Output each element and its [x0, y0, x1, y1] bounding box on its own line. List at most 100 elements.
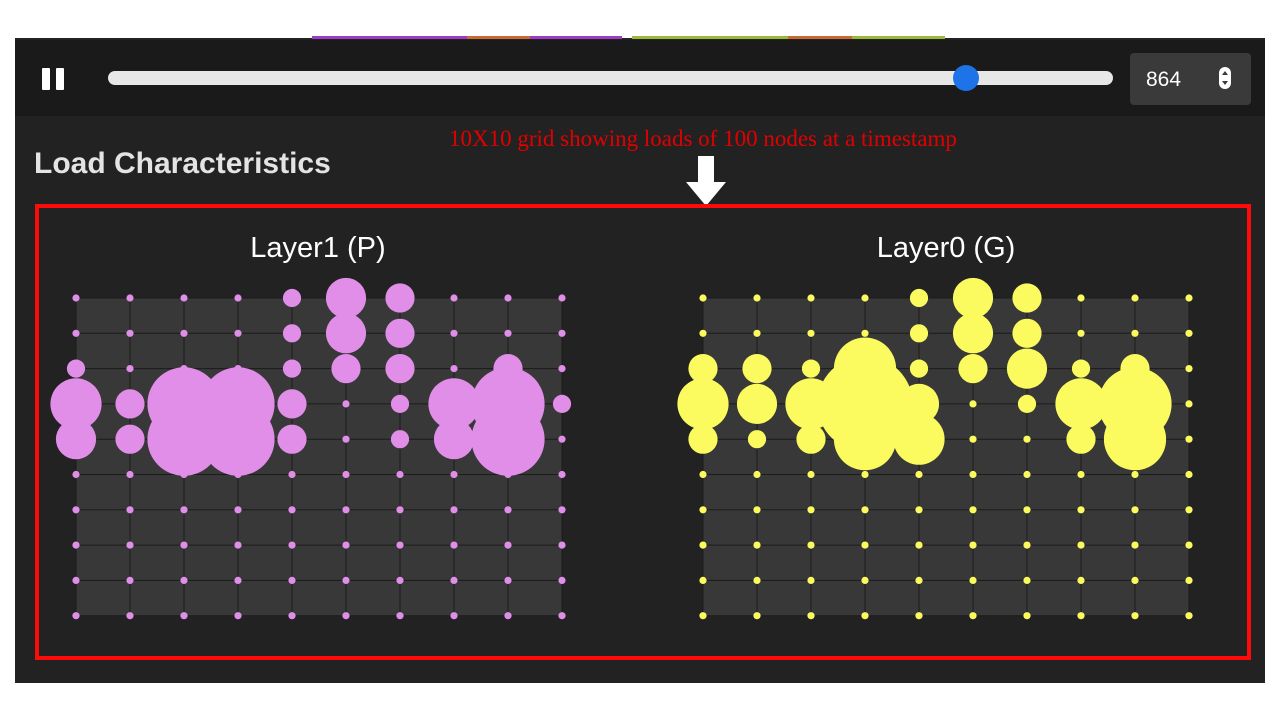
node-load-circle [66, 359, 86, 378]
node-load-circle [72, 470, 80, 479]
node-load-circle [969, 541, 977, 549]
node-load-circle [893, 413, 945, 465]
node-load-circle [861, 541, 869, 549]
node-load-circle [688, 424, 718, 454]
node-load-circle [1023, 576, 1031, 585]
node-load-circle [1185, 470, 1193, 479]
node-load-circle [385, 283, 415, 313]
tab-strip-right-a [632, 36, 788, 39]
node-load-circle [450, 612, 458, 620]
node-load-circle [1131, 612, 1139, 620]
node-load-circle [385, 354, 415, 384]
node-load-circle [796, 424, 826, 454]
node-load-circle [147, 402, 221, 476]
node-load-circle [742, 354, 772, 384]
node-load-circle [234, 506, 242, 514]
node-load-circle [504, 576, 512, 585]
node-load-circle [969, 506, 977, 514]
node-load-circle [1103, 408, 1167, 471]
node-load-circle [234, 329, 242, 337]
node-load-circle [331, 354, 361, 384]
node-load-circle [1185, 506, 1193, 514]
node-load-circle [1066, 424, 1096, 454]
node-load-circle [753, 506, 761, 514]
node-load-circle [126, 329, 134, 337]
node-load-circle [126, 294, 134, 302]
node-load-circle [234, 470, 242, 479]
node-load-circle [282, 288, 302, 308]
node-load-circle [1012, 318, 1042, 348]
node-load-circle [180, 329, 188, 337]
node-load-circle [558, 612, 566, 620]
node-load-circle [807, 541, 815, 549]
node-load-circle [504, 612, 512, 620]
node-load-circle [126, 365, 134, 373]
pause-icon-bar [56, 68, 64, 90]
node-load-circle [747, 430, 767, 449]
node-load-circle [396, 576, 404, 585]
tab-strip-left-a [312, 36, 467, 39]
node-load-circle [861, 294, 869, 302]
pause-icon [42, 68, 50, 90]
node-load-circle [342, 506, 350, 514]
node-load-circle [1077, 576, 1085, 585]
node-load-circle [969, 612, 977, 620]
node-load-circle [753, 294, 761, 302]
node-load-circle [753, 576, 761, 585]
node-load-circle [753, 329, 761, 337]
node-load-circle [1023, 541, 1031, 549]
node-load-circle [861, 576, 869, 585]
node-load-circle [558, 294, 566, 302]
node-load-circle [969, 470, 977, 479]
node-load-circle [952, 313, 994, 354]
node-load-circle [180, 506, 188, 514]
node-load-circle [342, 576, 350, 585]
node-load-circle [282, 359, 302, 378]
node-load-circle [180, 470, 188, 479]
node-load-circle [753, 612, 761, 620]
node-load-circle [699, 470, 707, 479]
node-load-circle [1023, 435, 1031, 443]
node-load-circle [277, 424, 307, 454]
timestep-slider[interactable] [108, 65, 1113, 91]
node-load-circle [342, 435, 350, 443]
node-load-circle [450, 470, 458, 479]
stepper-icon[interactable] [1219, 67, 1231, 89]
node-load-circle [126, 470, 134, 479]
node-load-circle [342, 470, 350, 479]
node-load-circle [807, 612, 815, 620]
timestep-input[interactable]: 864 [1130, 53, 1251, 105]
slider-thumb[interactable] [953, 65, 980, 91]
node-load-circle [234, 576, 242, 585]
node-load-circle [450, 541, 458, 549]
node-load-circle [234, 294, 242, 302]
node-load-circle [1131, 576, 1139, 585]
node-load-circle [72, 294, 80, 302]
timestep-value[interactable]: 864 [1146, 68, 1182, 91]
node-load-circle [1077, 506, 1085, 514]
node-load-circle [277, 389, 307, 419]
pause-button[interactable] [42, 68, 66, 90]
node-load-circle [753, 470, 761, 479]
node-load-circle [342, 612, 350, 620]
node-load-circle [450, 294, 458, 302]
annotation-text: 10X10 grid showing loads of 100 nodes at… [449, 126, 957, 151]
node-load-circle [909, 359, 929, 378]
node-load-circle [1185, 435, 1193, 443]
node-load-circle [915, 470, 923, 479]
node-load-circle [1077, 541, 1085, 549]
node-load-circle [390, 430, 410, 449]
node-load-circle [504, 541, 512, 549]
node-load-circle [126, 541, 134, 549]
node-load-circle [433, 419, 475, 460]
node-load-circle [1185, 329, 1193, 337]
node-load-circle [1055, 378, 1107, 430]
node-load-circle [909, 324, 929, 343]
node-load-circle [450, 576, 458, 585]
node-load-circle [396, 506, 404, 514]
node-load-circle [807, 576, 815, 585]
tab-strip-left-b [467, 36, 530, 39]
node-load-circle [1131, 506, 1139, 514]
node-load-circle [861, 329, 869, 337]
